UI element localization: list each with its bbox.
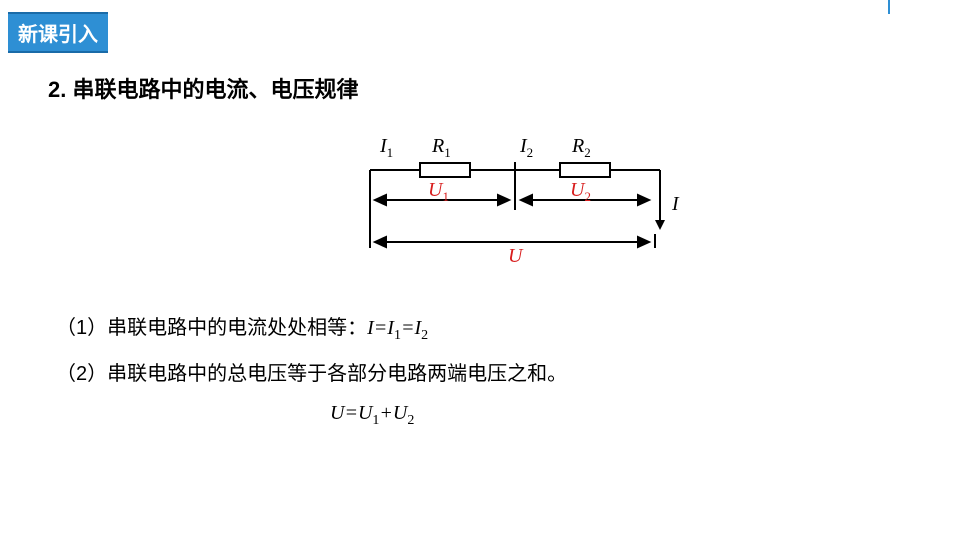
label-U2: U2 xyxy=(570,179,591,204)
label-I: I xyxy=(671,193,680,215)
label-U: U xyxy=(508,245,524,267)
label-I1: I1 xyxy=(379,135,393,160)
label-R2: R2 xyxy=(571,135,591,160)
page-title: 2. 串联电路中的电流、电压规律 xyxy=(48,72,358,104)
rule-2: （2）串联电路中的总电压等于各部分电路两端电压之和。 xyxy=(56,356,567,392)
page-marker xyxy=(888,0,890,14)
voltage-formula: U=U1+U2 xyxy=(330,402,414,429)
label-I2: I2 xyxy=(519,135,533,160)
rule-1: （1）串联电路中的电流处处相等：I=I1=I2 xyxy=(56,310,428,348)
label-R1: R1 xyxy=(431,135,451,160)
section-badge: 新课引入 xyxy=(8,12,108,53)
circuit-diagram: I1 R1 I2 R2 I U1 U2 U xyxy=(350,130,690,270)
label-U1: U1 xyxy=(428,179,449,204)
